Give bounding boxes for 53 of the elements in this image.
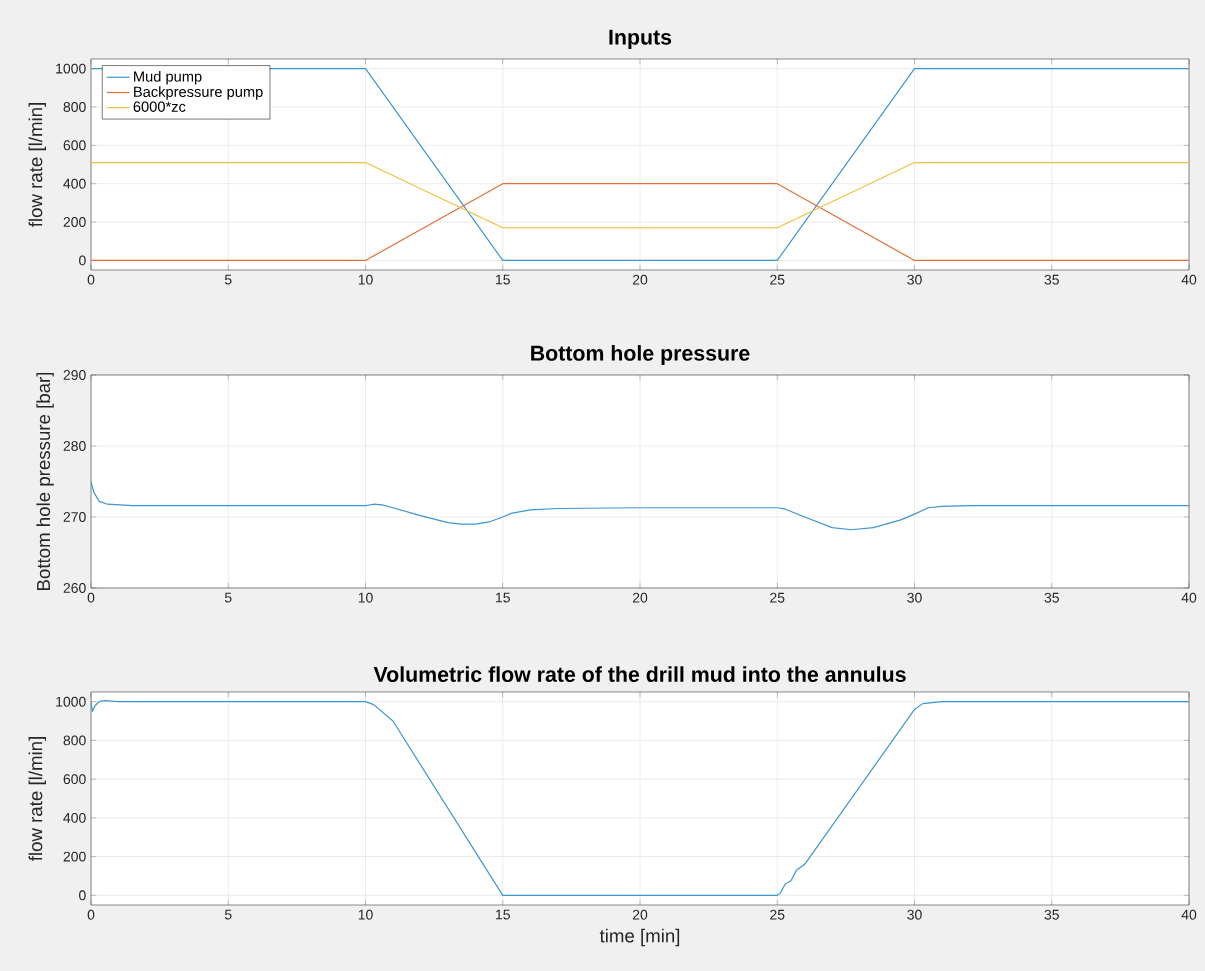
x-tick-label: 0 [87,909,95,920]
x-tick-label: 40 [1181,592,1197,603]
x-tick-label: 30 [907,274,922,285]
y-axis-title: Bottom hole pressure [bar] [36,372,54,590]
x-tick-label: 15 [496,274,510,285]
y-tick-label: 400 [63,178,86,189]
x-tick-label: 35 [1044,909,1059,920]
chart-title: Volumetric flow rate of the drill mud into the annulus [373,666,906,682]
x-tick-label: 40 [1181,909,1197,920]
x-tick-label: 5 [224,274,232,285]
x-tick-label: 35 [1044,274,1059,285]
y-tick-label: 800 [63,102,86,112]
x-axis-title: time [min] [599,928,680,947]
y-tick-label: 1000 [56,63,86,74]
y-tick-label: 280 [63,441,86,451]
x-tick-label: 15 [496,592,510,603]
y-tick-label: 400 [63,812,86,823]
y-axis-title: flow rate [l/min] [28,737,46,861]
y-tick-label: 200 [63,851,86,862]
legend-label: 6000*zc [133,101,186,112]
y-tick-label: 600 [63,774,86,785]
x-tick-label: 10 [358,274,373,285]
x-tick-label: 15 [496,909,510,920]
x-tick-label: 5 [224,909,232,920]
legend-label: Backpressure pump [134,86,263,100]
x-tick-label: 30 [907,909,922,920]
x-tick-label: 40 [1181,274,1197,285]
y-tick-label: 260 [63,583,86,593]
x-tick-label: 20 [632,592,648,603]
x-tick-label: 20 [632,909,648,920]
x-tick-label: 0 [87,274,95,285]
y-tick-label: 800 [63,735,86,746]
x-tick-label: 10 [358,592,373,603]
y-axis-title: flow rate [l/min] [28,103,46,227]
y-tick-label: 600 [63,140,86,151]
x-tick-label: 25 [770,592,785,603]
y-tick-label: 200 [63,217,86,227]
y-tick-label: 0 [79,255,86,266]
x-tick-label: 35 [1044,592,1059,603]
x-tick-label: 30 [907,592,922,603]
chart-title: Inputs [609,29,672,49]
y-tick-label: 1000 [56,696,86,707]
x-tick-label: 10 [358,909,373,920]
x-tick-label: 25 [770,274,785,285]
y-tick-label: 0 [79,890,86,901]
x-tick-label: 20 [632,274,648,285]
y-tick-label: 270 [63,512,86,522]
x-tick-label: 25 [770,909,785,920]
x-tick-label: 5 [224,592,232,603]
y-tick-label: 290 [63,370,86,380]
x-tick-label: 0 [87,592,95,603]
chart-title: Bottom hole pressure [531,345,750,365]
legend-label: Mud pump [134,70,202,85]
